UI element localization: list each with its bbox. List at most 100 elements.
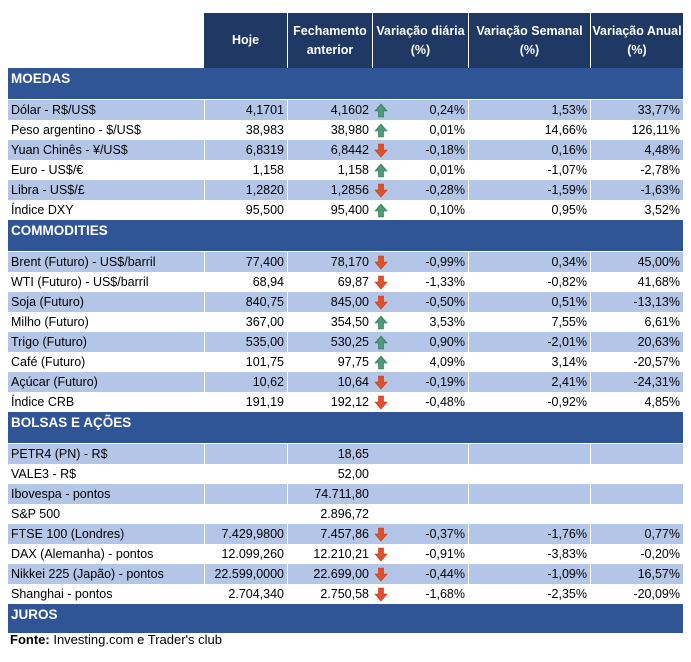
cell-anu: -13,13% bbox=[590, 292, 683, 312]
cell-label: Brent (Futuro) - US$/barril bbox=[11, 255, 156, 269]
table-row: Yuan Chinês - ¥/US$ 6,8319 6,8442 -0,18% 0,1… bbox=[8, 140, 683, 160]
cell-hoje: 7.429,9800 bbox=[204, 524, 287, 544]
table-row: Trigo (Futuro) 535,00 530,25 0,90% -2,01% 20,… bbox=[8, 332, 683, 352]
cell-dia: 3,53% bbox=[429, 315, 465, 329]
cell-fech: 2.750,58 bbox=[287, 584, 372, 604]
arrow-down-icon bbox=[372, 392, 389, 412]
cell-anu: 126,11% bbox=[590, 120, 683, 140]
cell-anu: 16,57% bbox=[590, 564, 683, 584]
cell-anu: 4,48% bbox=[590, 140, 683, 160]
cell-hoje: 535,00 bbox=[204, 332, 287, 352]
arrow-down-icon bbox=[372, 292, 389, 312]
cell-fech: 97,75 bbox=[287, 352, 372, 372]
cell-label: DAX (Alemanha) - pontos bbox=[11, 547, 154, 561]
arrow-down-icon bbox=[372, 372, 389, 392]
cell-dia: -0,28% bbox=[425, 183, 465, 197]
header-semanal: Variação Semanal (%) bbox=[468, 13, 590, 68]
cell-dia: -0,50% bbox=[425, 295, 465, 309]
cell-hoje: 95,500 bbox=[204, 200, 287, 220]
cell-anu: -20,09% bbox=[590, 584, 683, 604]
cell-fech: 78,170 bbox=[287, 252, 372, 272]
cell-dia: -1,33% bbox=[425, 275, 465, 289]
cell-label: FTSE 100 (Londres) bbox=[11, 527, 125, 541]
table-row: WTI (Futuro) - US$/barril 68,94 69,87 -1,33… bbox=[8, 272, 683, 292]
cell-sem: 1,53% bbox=[468, 100, 590, 120]
arrow-up-icon bbox=[372, 352, 389, 372]
cell-hoje: 1,158 bbox=[204, 160, 287, 180]
cell-dia: 0,01% bbox=[429, 163, 465, 177]
cell-label: VALE3 - R$ bbox=[11, 467, 77, 481]
table-row: Soja (Futuro) 840,75 845,00 -0,50% 0,51% -13,… bbox=[8, 292, 683, 312]
section-header: MOEDAS bbox=[8, 68, 683, 99]
cell-anu: 0,77% bbox=[590, 524, 683, 544]
cell-dia: -0,18% bbox=[425, 143, 465, 157]
cell-label: Shanghai - pontos bbox=[11, 587, 113, 601]
arrow-up-icon bbox=[372, 100, 389, 120]
table-row: PETR4 (PN) - R$ 18,65 bbox=[8, 444, 683, 464]
cell-dia: -1,68% bbox=[425, 587, 465, 601]
cell-anu bbox=[590, 504, 683, 524]
cell-hoje: 12.099,260 bbox=[204, 544, 287, 564]
table-row: Nikkei 225 (Japão) - pontos 22.599,0000 22… bbox=[8, 564, 683, 584]
cell-dia: -0,99% bbox=[425, 255, 465, 269]
cell-dia: -0,48% bbox=[425, 395, 465, 409]
cell-hoje: 10,62 bbox=[204, 372, 287, 392]
cell-dia: -0,44% bbox=[425, 567, 465, 581]
cell-fech: 10,64 bbox=[287, 372, 372, 392]
cell-anu bbox=[590, 444, 683, 464]
cell-hoje bbox=[204, 444, 287, 464]
cell-label: Nikkei 225 (Japão) - pontos bbox=[11, 567, 164, 581]
table-row: Brent (Futuro) - US$/barril 77,400 78,170 -… bbox=[8, 252, 683, 272]
cell-sem: -0,92% bbox=[468, 392, 590, 412]
arrow-up-icon bbox=[372, 200, 389, 220]
cell-dia: 0,90% bbox=[429, 335, 465, 349]
table-row: Ibovespa - pontos 74.711,80 bbox=[8, 484, 683, 504]
cell-label: Índice DXY bbox=[11, 203, 74, 217]
cell-anu: 33,77% bbox=[590, 100, 683, 120]
cell-fech: 354,50 bbox=[287, 312, 372, 332]
cell-fech: 2.896,72 bbox=[287, 504, 372, 524]
cell-dia: 0,01% bbox=[429, 123, 465, 137]
cell-dia: 4,09% bbox=[429, 355, 465, 369]
cell-anu: 45,00% bbox=[590, 252, 683, 272]
table-row: FTSE 100 (Londres) 7.429,9800 7.457,86 -0,3… bbox=[8, 524, 683, 544]
header-anual: Variação Anual (%) bbox=[590, 13, 683, 68]
cell-sem: -1,07% bbox=[468, 160, 590, 180]
cell-sem: -2,35% bbox=[468, 584, 590, 604]
cell-hoje: 367,00 bbox=[204, 312, 287, 332]
header-fechamento: Fechamento anterior bbox=[287, 13, 372, 68]
cell-label: Açúcar (Futuro) bbox=[11, 375, 98, 389]
cell-dia: 0,24% bbox=[429, 103, 465, 117]
cell-hoje: 22.599,0000 bbox=[204, 564, 287, 584]
table-row: Dólar - R$/US$ 4,1701 4,1602 0,24% 1,53% 33,7… bbox=[8, 100, 683, 120]
cell-fech: 192,12 bbox=[287, 392, 372, 412]
cell-fech: 74.711,80 bbox=[287, 484, 372, 504]
arrow-cell bbox=[372, 464, 389, 484]
cell-sem: 0,51% bbox=[468, 292, 590, 312]
cell-fech: 4,1602 bbox=[287, 100, 372, 120]
cell-fech: 69,87 bbox=[287, 272, 372, 292]
cell-anu: -1,63% bbox=[590, 180, 683, 200]
cell-hoje: 191,19 bbox=[204, 392, 287, 412]
cell-sem: -3,83% bbox=[468, 544, 590, 564]
cell-label: Yuan Chinês - ¥/US$ bbox=[11, 143, 128, 157]
cell-hoje: 101,75 bbox=[204, 352, 287, 372]
cell-label: Milho (Futuro) bbox=[11, 315, 89, 329]
cell-label: WTI (Futuro) - US$/barril bbox=[11, 275, 149, 289]
cell-label: PETR4 (PN) - R$ bbox=[11, 447, 108, 461]
arrow-up-icon bbox=[372, 332, 389, 352]
arrow-down-icon bbox=[372, 584, 389, 604]
arrow-down-icon bbox=[372, 564, 389, 584]
cell-hoje: 4,1701 bbox=[204, 100, 287, 120]
cell-fech: 95,400 bbox=[287, 200, 372, 220]
source-note: Fonte: Investing.com e Trader's club bbox=[10, 632, 222, 647]
cell-hoje: 77,400 bbox=[204, 252, 287, 272]
cell-dia bbox=[389, 464, 468, 484]
header-hoje: Hoje bbox=[204, 13, 287, 68]
cell-fech: 12.210,21 bbox=[287, 544, 372, 564]
cell-hoje: 2.704,340 bbox=[204, 584, 287, 604]
cell-anu: 4,85% bbox=[590, 392, 683, 412]
cell-sem bbox=[468, 464, 590, 484]
cell-sem: 2,41% bbox=[468, 372, 590, 392]
cell-label: Índice CRB bbox=[11, 395, 75, 409]
